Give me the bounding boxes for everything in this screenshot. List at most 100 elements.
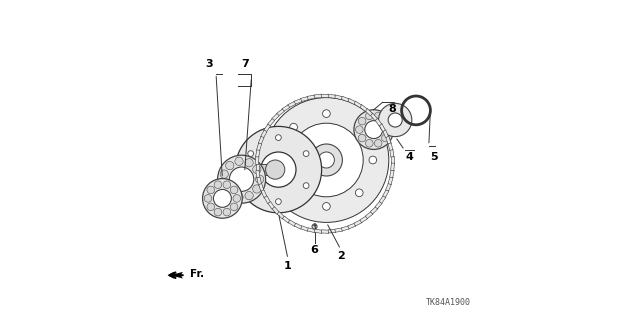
Circle shape — [245, 159, 253, 167]
Circle shape — [255, 175, 264, 183]
Bar — [348, 98, 355, 104]
Bar — [321, 94, 328, 98]
Bar — [388, 176, 393, 185]
Circle shape — [319, 152, 334, 168]
Circle shape — [248, 183, 253, 188]
Bar — [261, 190, 267, 198]
Circle shape — [275, 199, 282, 204]
Circle shape — [289, 123, 364, 197]
Bar — [348, 223, 356, 229]
Bar — [321, 230, 329, 233]
Circle shape — [245, 191, 253, 200]
Circle shape — [355, 123, 363, 131]
Bar — [314, 229, 322, 233]
Bar — [257, 143, 262, 151]
Circle shape — [310, 144, 342, 176]
Bar — [390, 163, 394, 171]
Circle shape — [264, 98, 388, 222]
Circle shape — [290, 123, 298, 131]
Circle shape — [236, 126, 321, 213]
Bar — [300, 97, 308, 101]
Bar — [264, 196, 271, 204]
Circle shape — [276, 156, 284, 164]
Bar — [287, 101, 296, 108]
Circle shape — [223, 208, 230, 216]
Bar — [260, 130, 267, 138]
Text: 8: 8 — [388, 104, 396, 114]
Text: 2: 2 — [337, 251, 345, 261]
Bar — [258, 136, 264, 145]
Circle shape — [312, 224, 317, 229]
Bar — [307, 228, 316, 233]
Bar — [282, 216, 291, 223]
Circle shape — [253, 185, 261, 193]
Circle shape — [365, 112, 373, 120]
Bar — [354, 220, 362, 226]
Bar — [328, 229, 336, 233]
Bar — [375, 118, 381, 126]
Bar — [379, 124, 385, 132]
Circle shape — [207, 186, 214, 194]
Circle shape — [381, 117, 389, 125]
Circle shape — [356, 126, 363, 133]
Bar — [288, 220, 296, 227]
Circle shape — [261, 152, 296, 187]
Bar — [294, 223, 303, 229]
Circle shape — [354, 110, 394, 149]
Bar — [365, 212, 373, 219]
Circle shape — [230, 186, 238, 194]
Circle shape — [323, 110, 330, 117]
Circle shape — [290, 189, 298, 197]
Bar — [371, 206, 378, 214]
Text: TK84A1900: TK84A1900 — [426, 298, 470, 307]
Bar — [314, 94, 321, 98]
Bar — [257, 177, 262, 185]
Bar — [301, 226, 309, 231]
Bar — [328, 94, 335, 98]
Circle shape — [214, 189, 232, 207]
Circle shape — [204, 195, 212, 202]
Bar — [277, 212, 285, 219]
Circle shape — [303, 151, 309, 156]
Bar — [390, 149, 394, 157]
Bar — [386, 183, 392, 191]
Bar — [256, 171, 260, 178]
Bar — [264, 124, 271, 132]
Text: 1: 1 — [284, 260, 292, 271]
Circle shape — [374, 140, 382, 147]
Circle shape — [355, 189, 363, 197]
Circle shape — [218, 155, 266, 203]
Circle shape — [233, 195, 241, 202]
Circle shape — [220, 170, 228, 178]
Circle shape — [369, 156, 376, 164]
Circle shape — [235, 157, 243, 165]
Circle shape — [365, 140, 373, 147]
Bar — [386, 136, 391, 144]
Circle shape — [378, 103, 412, 137]
Circle shape — [230, 203, 238, 211]
Bar — [360, 216, 368, 223]
Circle shape — [275, 135, 282, 140]
Circle shape — [248, 151, 253, 156]
Bar — [255, 157, 259, 164]
Bar — [294, 99, 302, 104]
Bar — [379, 196, 386, 203]
Circle shape — [266, 160, 285, 179]
Bar — [370, 113, 378, 121]
Circle shape — [323, 203, 330, 210]
Bar — [375, 201, 382, 209]
Circle shape — [214, 208, 221, 216]
Bar — [268, 202, 275, 210]
Bar — [334, 95, 342, 100]
Circle shape — [388, 113, 403, 127]
Bar — [268, 119, 275, 126]
Circle shape — [385, 126, 392, 133]
Text: Fr.: Fr. — [191, 268, 205, 279]
Bar — [388, 142, 393, 150]
Circle shape — [235, 193, 243, 201]
Text: 5: 5 — [430, 152, 437, 162]
Text: 3: 3 — [206, 59, 213, 69]
Bar — [282, 105, 290, 112]
Bar — [340, 96, 349, 102]
Bar — [391, 156, 394, 164]
